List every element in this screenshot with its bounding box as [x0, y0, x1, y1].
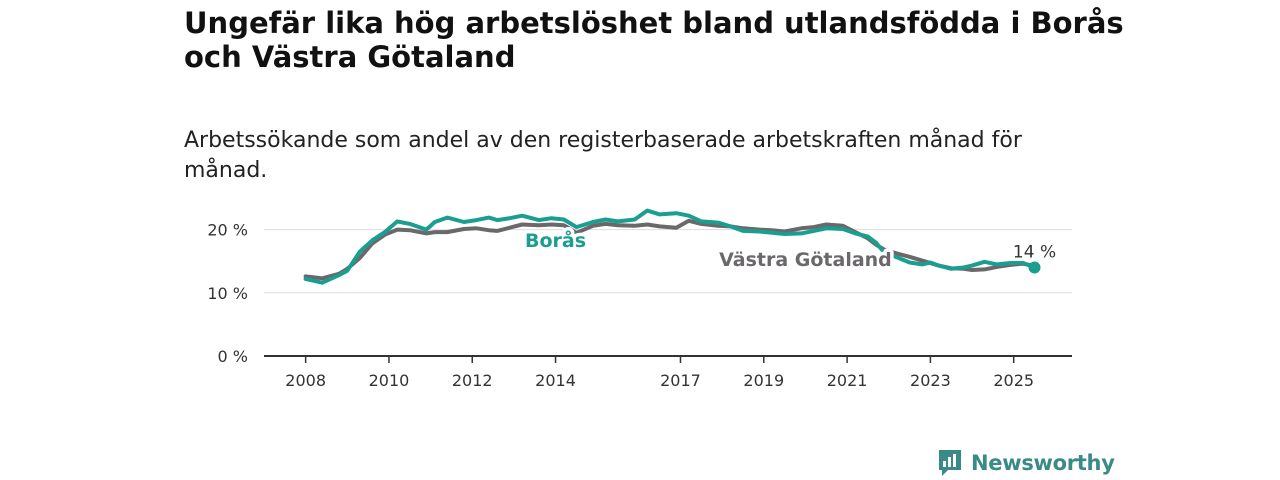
y-tick-label: 20 % [207, 221, 248, 240]
gridlines [264, 229, 1072, 294]
series-label-vastra-gotaland: Västra Götaland [719, 249, 892, 271]
x-tick-label: 2008 [285, 371, 326, 390]
series-line-boras [303, 208, 1037, 285]
y-tick-label: 10 % [207, 284, 248, 303]
chart-subtitle: Arbetssökande som andel av den registerb… [184, 128, 1022, 183]
newsworthy-logo-icon [939, 450, 961, 476]
line-chart: 0 % 10 % 20 % 2008 2010 2012 2014 2017 2019 2021… [207, 208, 1072, 390]
x-tick-label: 2025 [993, 371, 1034, 390]
x-axis: 2008 2010 2012 2014 2017 2019 2021 2023 2025 [264, 355, 1072, 390]
y-tick-label: 0 % [218, 347, 248, 366]
newsworthy-brand: Newsworthy [937, 448, 1115, 478]
brand-name: Newsworthy [971, 451, 1115, 475]
x-tick-label: 2017 [660, 371, 701, 390]
series-label-boras: Borås [525, 228, 586, 252]
chart-title: Ungefär lika hög arbetslöshet bland utla… [184, 6, 1124, 74]
x-tick-label: 2021 [827, 371, 868, 390]
x-tick-label: 2019 [743, 371, 784, 390]
x-tick-label: 2014 [535, 371, 576, 390]
x-tick-label: 2012 [452, 371, 493, 390]
series-end-point-boras [1028, 261, 1041, 274]
y-axis-tick-labels: 0 % 10 % 20 % [207, 221, 248, 366]
x-tick-label: 2023 [910, 371, 951, 390]
series-labels: Borås Västra Götaland 14 % [522, 225, 1060, 275]
series-lines [303, 208, 1041, 285]
x-tick-label: 2010 [369, 371, 410, 390]
end-value-label: 14 % [1013, 243, 1056, 263]
